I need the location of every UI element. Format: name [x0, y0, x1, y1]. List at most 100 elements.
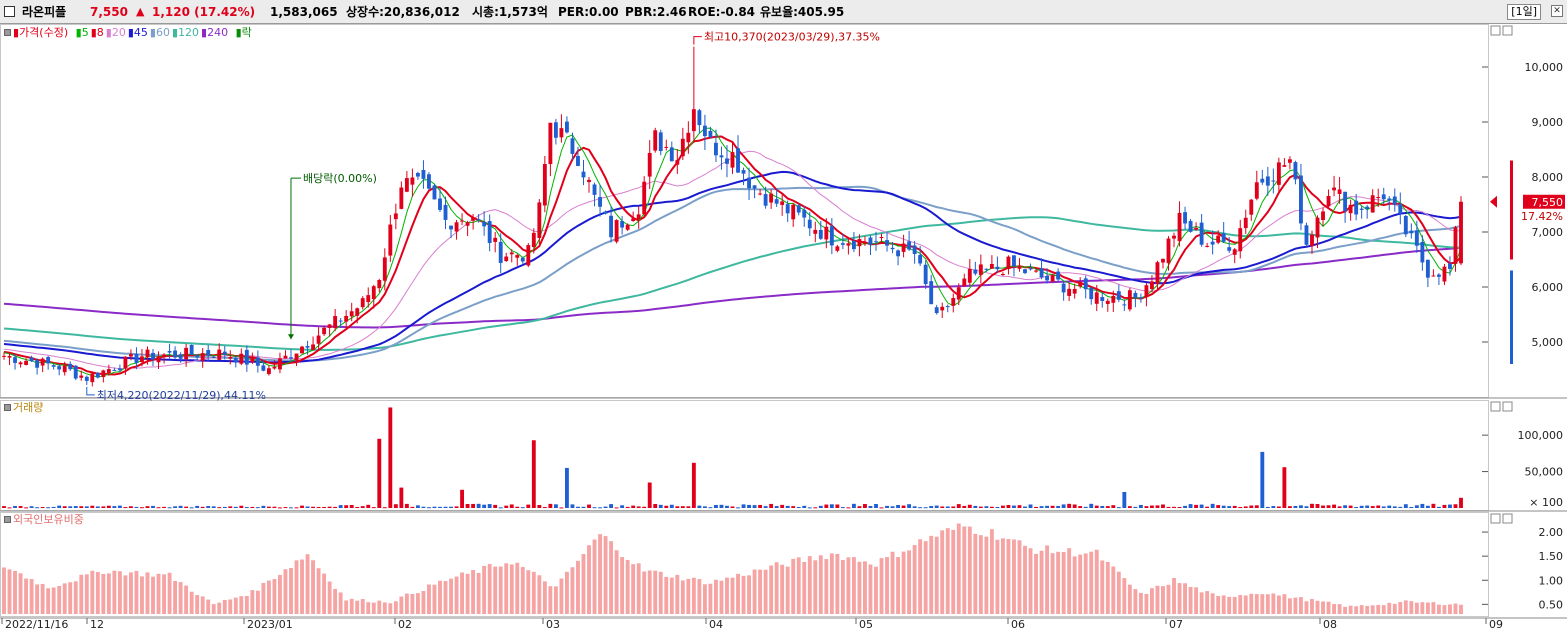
panel-square-icon[interactable] — [4, 404, 11, 411]
candle-body — [1177, 212, 1182, 242]
candle — [498, 233, 503, 274]
candle-body — [658, 132, 663, 152]
candle-body — [162, 354, 166, 358]
volume-bar — [1332, 504, 1336, 508]
candle-body — [642, 181, 647, 215]
candle — [272, 360, 277, 370]
legend-ma-45[interactable]: ▮45 — [127, 26, 148, 39]
foreign-bar — [29, 579, 34, 614]
candle — [978, 254, 983, 284]
volume-bar — [1299, 505, 1303, 508]
candle — [344, 309, 349, 330]
foreign-bar — [1376, 604, 1381, 614]
candle-body — [1000, 274, 1005, 276]
candle — [1166, 236, 1171, 271]
volume-bar — [427, 507, 431, 509]
volume-bar — [454, 506, 459, 508]
foreign-bar — [868, 564, 873, 614]
candle — [1403, 214, 1408, 238]
foreign-bar — [614, 550, 619, 614]
foreign-bar — [415, 593, 420, 614]
volume-bar — [1061, 504, 1066, 508]
candle — [879, 233, 884, 243]
volume-bar — [24, 507, 29, 509]
volume-bar — [1205, 506, 1210, 508]
candle — [1431, 269, 1436, 277]
candle-body — [1238, 228, 1243, 252]
candle — [1012, 255, 1016, 277]
candle — [211, 355, 216, 359]
legend-ma-120[interactable]: ▮120 — [171, 26, 200, 39]
candle-body — [1127, 290, 1132, 310]
candle — [1050, 274, 1055, 283]
legend-ma-20[interactable]: ▮20 — [105, 26, 126, 39]
candle — [46, 355, 51, 370]
close-icon[interactable]: ✕ — [1551, 5, 1563, 17]
legend-ma-8[interactable]: ▮8 — [90, 26, 104, 39]
legend-ma-5[interactable]: ▮5 — [75, 26, 89, 39]
candle-body — [305, 346, 310, 348]
foreign-bar — [780, 564, 785, 614]
foreign-legend-label[interactable]: 외국인보유비중 — [13, 513, 84, 526]
foreign-bar — [774, 562, 779, 614]
volume-bar — [675, 506, 680, 508]
candle — [951, 293, 956, 313]
volume-bar — [918, 507, 923, 509]
chart-canvas[interactable]: 2022/11/16 12 2023/01 02 03 04 05 06 07 08 09 5,000… — [0, 24, 1567, 630]
candle — [189, 344, 194, 355]
foreign-bar — [24, 578, 29, 614]
candle-body — [29, 357, 34, 362]
candle-body — [1271, 180, 1276, 182]
volume-bar — [725, 505, 729, 508]
checkbox-icon[interactable] — [4, 6, 15, 17]
legend-ma-240[interactable]: ▮240 — [201, 26, 229, 39]
volume-legend-label[interactable]: 거래량 — [13, 401, 44, 414]
candle — [200, 348, 205, 368]
candle — [79, 370, 84, 381]
foreign-bar — [1354, 606, 1359, 614]
foreign-bar — [443, 581, 448, 614]
volume-bar — [79, 506, 84, 508]
candle — [493, 231, 498, 253]
panel-square-icon[interactable] — [4, 29, 11, 36]
candle-body — [1216, 235, 1221, 243]
foreign-bar — [266, 580, 271, 614]
candle-body — [1006, 256, 1011, 270]
volume-bar — [818, 505, 823, 508]
volume-bar — [244, 507, 249, 509]
candle — [167, 343, 172, 359]
volume-bar — [1232, 505, 1237, 508]
candle-body — [167, 351, 172, 353]
x-tick-label: 07 — [1169, 618, 1183, 630]
legend-ma-60[interactable]: ▮60 — [149, 26, 170, 39]
candle-body — [945, 306, 950, 308]
volume-bar — [1050, 505, 1055, 508]
candle-body — [967, 268, 972, 283]
candle-body — [300, 346, 304, 354]
legend-fall[interactable]: ▮락 — [235, 26, 252, 39]
legend-price[interactable]: ▮가격(수정) — [13, 26, 69, 39]
candle-body — [476, 219, 481, 221]
candle-body — [520, 257, 525, 262]
candle-body — [791, 204, 796, 220]
candle — [846, 237, 851, 255]
candle — [686, 121, 691, 154]
period-selector[interactable]: [1일] — [1507, 4, 1541, 20]
candle — [300, 345, 304, 354]
candle — [1359, 205, 1364, 219]
candle — [956, 283, 961, 306]
foreign-bar — [344, 600, 349, 614]
panel-square-icon[interactable] — [4, 516, 11, 523]
foreign-bar — [311, 560, 315, 614]
volume-bar — [598, 507, 602, 509]
candle-body — [1199, 222, 1204, 245]
volume-bar — [934, 505, 939, 508]
candle-body — [465, 222, 470, 226]
volume-bar — [774, 506, 779, 508]
candle-body — [1414, 230, 1419, 246]
volume-bar — [890, 506, 895, 508]
foreign-bar — [1276, 595, 1281, 614]
candle-body — [885, 240, 889, 246]
foreign-bar — [272, 579, 277, 614]
candle-body — [1249, 199, 1254, 215]
